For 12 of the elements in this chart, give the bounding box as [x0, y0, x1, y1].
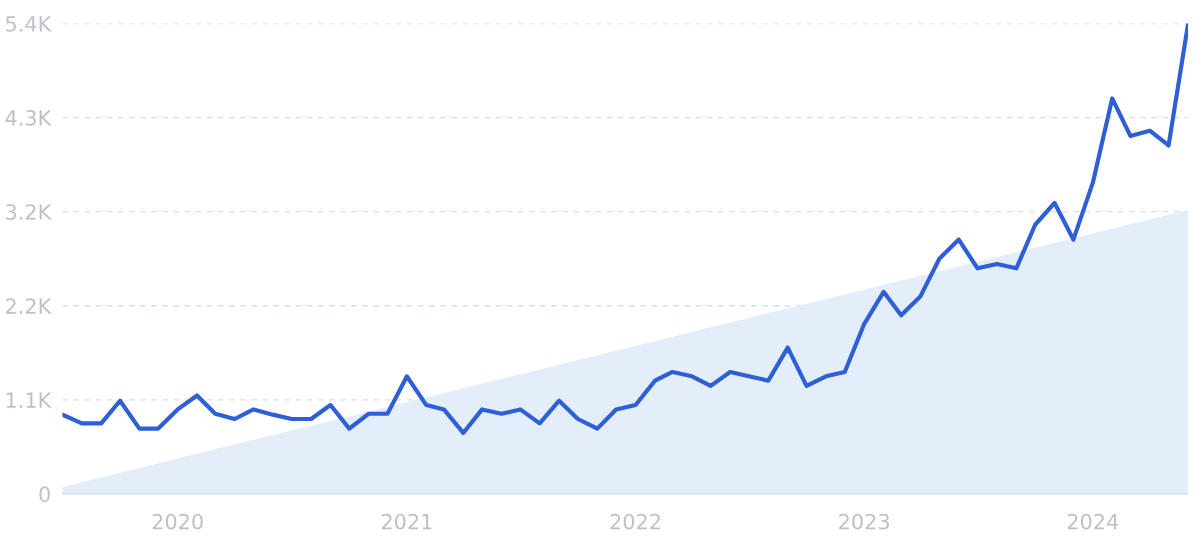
- line-series: [62, 23, 1188, 436]
- y-tick-label: 0: [39, 486, 50, 503]
- y-tick-label: 2.2K: [6, 298, 52, 314]
- x-tick-label: 2021: [381, 513, 432, 530]
- y-tick-label: 5.4K: [6, 16, 52, 32]
- x-tick-label: 2024: [1067, 513, 1119, 530]
- y-tick-label: 4.3K: [5, 110, 52, 126]
- y-tick-label: 1.1K: [6, 392, 52, 408]
- x-tick-label: 2022: [610, 513, 660, 530]
- x-tick-label: 2020: [152, 513, 203, 530]
- x-tick-label: 2023: [839, 513, 889, 530]
- y-tick-label: 3.2K: [6, 204, 52, 220]
